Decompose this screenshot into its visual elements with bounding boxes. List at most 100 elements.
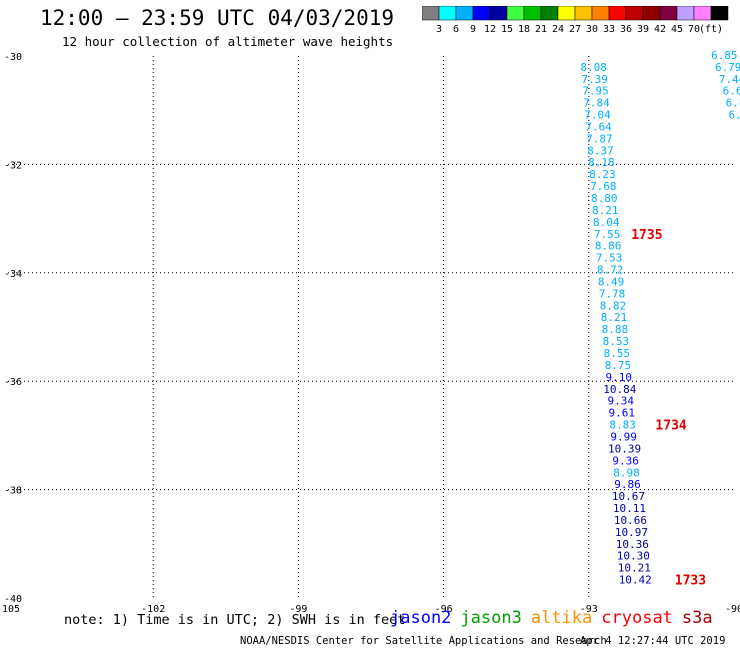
- units-note: note: 1) Time is in UTC; 2) SWH is in fe…: [64, 612, 406, 628]
- wave-height-point: 7.53: [596, 252, 623, 265]
- wave-height-point: 8.75: [605, 359, 632, 372]
- wave-height-point: 10.30: [617, 550, 650, 563]
- colorbar-swatch: [710, 6, 729, 21]
- colorbar-label: 42: [654, 24, 666, 35]
- legend-jason3: jason3: [460, 608, 522, 628]
- wave-height-point: 8.23: [589, 168, 616, 181]
- colorbar-swatch: [540, 6, 559, 21]
- wave-height-point: 10.42: [619, 574, 652, 587]
- colorbar-swatch: [438, 6, 457, 21]
- latitude-tick-label: -32: [4, 160, 22, 171]
- colorbar-label: 24: [552, 24, 564, 35]
- generation-timestamp: Apr 4 12:27:44 UTC 2019: [580, 635, 726, 647]
- colorbar-label: 70: [688, 24, 700, 35]
- colorbar-swatch: [608, 6, 627, 21]
- wave-height-point: 6.85: [728, 109, 740, 122]
- wave-height-point: 8.37: [587, 144, 614, 157]
- wave-height-point: 7.64: [585, 120, 612, 133]
- colorbar-label: 39: [637, 24, 649, 35]
- wave-height-point: 8.82: [600, 299, 627, 312]
- wave-height-point: 10.11: [613, 502, 646, 515]
- wave-height-point: 10.97: [615, 526, 648, 539]
- wave-height-point: 8.49: [598, 275, 625, 288]
- colorbar-swatch: [642, 6, 661, 21]
- wave-height-point: 7.39: [581, 73, 608, 86]
- wave-height-point: 6.85: [711, 49, 738, 62]
- satellite-legend: jason2 jason3 altika cryosat s3a: [390, 608, 722, 628]
- colorbar-swatch: [574, 6, 593, 21]
- colorbar-swatch: [591, 6, 610, 21]
- latitude-tick-label: -40: [4, 594, 22, 605]
- wave-height-point: 9.86: [614, 478, 641, 491]
- wave-height-point: 10.66: [614, 514, 647, 527]
- wave-height-point: 10.67: [612, 490, 645, 503]
- wave-height-point: 8.21: [592, 204, 619, 217]
- wave-height-point: 8.53: [603, 335, 630, 348]
- map-title: 12:00 – 23:59 UTC 04/03/2019: [40, 6, 395, 30]
- wave-height-point: 8.72: [597, 264, 624, 277]
- colorbar-swatch: [557, 6, 576, 21]
- latitude-tick-label: -34: [4, 269, 22, 280]
- map-subtitle: 12 hour collection of altimeter wave hei…: [62, 34, 394, 49]
- wave-height-point: 7.44: [719, 73, 740, 86]
- wave-height-point: 10.36: [616, 538, 649, 551]
- colorbar-swatch: [523, 6, 542, 21]
- wave-height-point: 9.99: [610, 430, 637, 443]
- colorbar-swatch: [506, 6, 525, 21]
- wave-height-point: 8.18: [588, 156, 615, 169]
- colorbar-swatch: [472, 6, 491, 21]
- wave-height-point: 6.79: [715, 61, 740, 74]
- colorbar-swatch: [693, 6, 712, 21]
- colorbar-swatch: [676, 6, 695, 21]
- colorbar-label: 33: [603, 24, 615, 35]
- legend-jason2: jason2: [390, 608, 452, 628]
- wave-height-point: 9.10: [606, 371, 633, 384]
- legend-altika: altika: [530, 608, 593, 628]
- latitude-tick-label: -30: [4, 52, 22, 63]
- wave-height-point: 8.98: [613, 466, 640, 479]
- wave-height-point: 8.86: [595, 240, 622, 253]
- wave-height-point: 8.55: [604, 347, 631, 360]
- colorbar-swatch: [659, 6, 678, 21]
- colorbar-label: 36: [620, 24, 632, 35]
- wave-height-point: 9.61: [608, 407, 635, 420]
- longitude-tick-label: -105: [0, 604, 20, 615]
- colorbar-label: 9: [470, 24, 476, 35]
- wave-height-point: 10.84: [603, 383, 636, 396]
- colorbar-label: 45: [671, 24, 683, 35]
- wave-height-point: 6.84: [726, 97, 740, 110]
- colorbar-label: 27: [569, 24, 581, 35]
- wave-height-colorbar: 3 6 9 12 15 18 21 24 27 30 33 36 39 42 45 70(ft): [422, 6, 729, 35]
- colorbar-swatch: [489, 6, 508, 21]
- wave-height-point: 7.78: [599, 287, 626, 300]
- colorbar-label: 15: [501, 24, 513, 35]
- colorbar-label: 21: [535, 24, 547, 35]
- colorbar-label: 3: [436, 24, 442, 35]
- wave-height-point: 7.87: [586, 132, 613, 145]
- legend-cryosat: cryosat: [601, 608, 673, 628]
- wave-height-point: 7.55: [594, 228, 621, 241]
- colorbar-swatch: [455, 6, 474, 21]
- colorbar-label: 12: [484, 24, 496, 35]
- pass-time-label: 1734: [655, 419, 686, 434]
- latitude-tick-label: -38: [4, 486, 22, 497]
- wave-height-point: 10.21: [618, 562, 651, 575]
- wave-height-point: 8.80: [591, 192, 618, 205]
- wave-height-point: 6.64: [723, 85, 740, 98]
- wave-height-point: 7.68: [590, 180, 617, 193]
- wave-height-point: 8.83: [609, 419, 636, 432]
- longitude-tick-label: -90: [725, 604, 740, 615]
- wave-height-point: 9.34: [607, 395, 634, 408]
- wave-height-point: 9.36: [612, 454, 639, 467]
- wave-height-point: 7.84: [583, 97, 610, 110]
- colorbar-label: 6: [453, 24, 459, 35]
- pass-time-label: 1733: [675, 574, 706, 589]
- colorbar-label: 30: [586, 24, 598, 35]
- wave-height-point: 7.04: [584, 109, 611, 122]
- colorbar-swatch: [422, 6, 440, 21]
- colorbar-swatch: [625, 6, 644, 21]
- colorbar-label: 18: [518, 24, 530, 35]
- wave-height-point: 8.21: [601, 311, 628, 324]
- wave-height-point: 8.08: [580, 61, 607, 74]
- colorbar-label: (ft): [699, 24, 723, 35]
